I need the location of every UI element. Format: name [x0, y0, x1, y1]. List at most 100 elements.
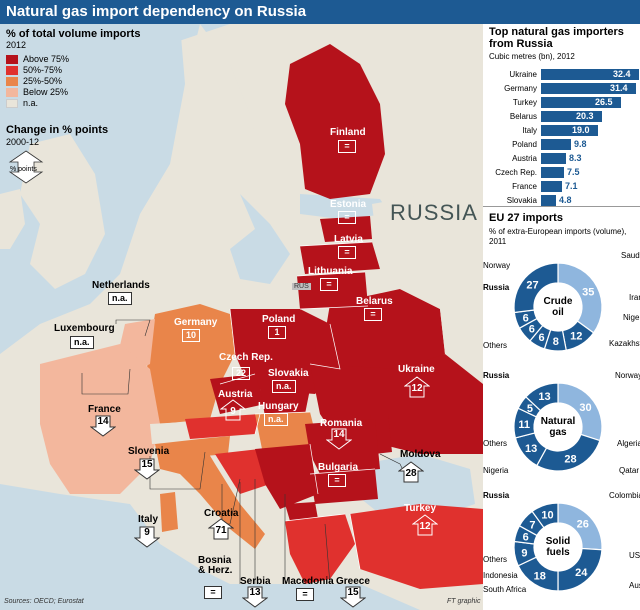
- bar-label: Slovakia: [506, 196, 537, 205]
- rus-tag: RUS: [292, 283, 311, 290]
- austria-shape: [185, 414, 260, 439]
- segment-value: 6: [523, 313, 529, 325]
- label-ukraine: Ukraine: [398, 364, 435, 375]
- gulf-finland: [300, 194, 390, 219]
- donut-label: Kazakhstan: [609, 339, 640, 348]
- bar-label: Turkey: [512, 98, 537, 107]
- switzerland-shape: [150, 422, 185, 444]
- donut-label: Others: [483, 555, 508, 564]
- donut-segment: [513, 262, 559, 314]
- segment-value: 9: [521, 547, 527, 559]
- value-greece: 15: [347, 587, 359, 598]
- donut-svg: 30 28 13 11 5 13: [513, 382, 603, 472]
- bar: [541, 97, 621, 108]
- donut-label: Australia: [629, 581, 640, 590]
- donut-label: Iran: [629, 293, 640, 302]
- bar-value: 31.4: [610, 83, 628, 93]
- label-czech: Czech Rep.: [219, 352, 273, 363]
- top-importers-title: Top natural gas importers from Russia: [489, 26, 624, 50]
- label-luxembourg: Luxembourg: [54, 323, 115, 334]
- donut-segment: [531, 502, 559, 529]
- finland-shape: [285, 44, 385, 199]
- segment-value: 18: [534, 571, 546, 583]
- label-serbia: Serbia: [240, 576, 271, 587]
- bar: [541, 125, 598, 136]
- arrow-france: 14: [89, 415, 117, 437]
- belarus-shape: [325, 289, 445, 374]
- bar-label: Austria: [512, 154, 537, 163]
- croatia-shape: [215, 449, 270, 494]
- donut-label: Qatar: [619, 466, 640, 475]
- donut-label: Colombia: [609, 491, 640, 500]
- bar: [541, 69, 639, 80]
- segment-value: 13: [525, 443, 537, 455]
- value-latvia: =: [338, 246, 356, 259]
- donut-label: US: [629, 551, 640, 560]
- legend-item-below25: Below 25%: [6, 87, 68, 97]
- bar-value: 4.8: [559, 195, 572, 205]
- legend-label: 50%-75%: [23, 65, 63, 75]
- land-scandinavia: [185, 24, 262, 229]
- legend-label: 25%-50%: [23, 76, 63, 86]
- donut-label: Indonesia: [483, 571, 518, 580]
- down-arrow-icon: [241, 586, 269, 608]
- bar-value: 26.5: [595, 97, 613, 107]
- donut-svg: 26 24 18 9 67 10: [513, 502, 603, 592]
- eu27-title: EU 27 imports: [489, 212, 563, 224]
- arrow-croatia: 71: [207, 518, 235, 540]
- donut-center-label: Natural gas: [540, 416, 576, 438]
- change-arrow-label: % points: [10, 166, 37, 173]
- bar-row: Belarus 20.3: [489, 110, 639, 123]
- arrow-slovenia: 15: [133, 458, 161, 480]
- value-serbia: 13: [249, 587, 261, 598]
- bar: [541, 167, 564, 178]
- russia-label: RUSSIA: [390, 200, 478, 225]
- bar: [541, 139, 571, 150]
- donut-label: Norway: [483, 261, 511, 270]
- bar-row: Austria 8.3: [489, 152, 639, 165]
- label-estonia: Estonia: [330, 199, 367, 210]
- up-arrow-icon: [403, 376, 431, 398]
- up-arrow-icon: [397, 461, 425, 483]
- donut-label: Algeria: [617, 439, 640, 448]
- estonia-shape: [320, 216, 372, 242]
- bar-label: Italy: [522, 126, 537, 135]
- bar-row: Italy 19.0: [489, 124, 639, 137]
- legend-swatch: [6, 54, 18, 64]
- bosnia-serbia-shape: [255, 444, 318, 509]
- bar-label: France: [512, 182, 537, 191]
- value-france: 14: [97, 416, 109, 427]
- change-arrow-legend: % points: [6, 150, 46, 184]
- value-moldova: 28: [405, 468, 417, 479]
- value-romania: 14: [333, 429, 345, 440]
- segment-value: 11: [518, 419, 530, 431]
- label-croatia: Croatia: [204, 508, 239, 519]
- europe-map: RUSSIA RUS: [0, 24, 483, 610]
- segment-value: 6: [523, 531, 529, 543]
- arrow-ukraine: 12: [403, 376, 431, 398]
- label-macedonia: Macedonia: [282, 576, 334, 587]
- italy-shape: [155, 439, 265, 549]
- bar: [541, 83, 636, 94]
- bar: [541, 195, 556, 206]
- russia-shape: [372, 184, 483, 414]
- donut-label: Nigeria: [623, 313, 640, 322]
- bar-row: France 7.1: [489, 180, 639, 193]
- donut-center-label: Solid fuels: [545, 536, 571, 558]
- down-arrow-icon: [133, 526, 161, 548]
- value-finland: =: [338, 140, 356, 153]
- arrow-serbia: 13: [241, 586, 269, 608]
- bar: [541, 111, 602, 122]
- donut-2: 26 24 18 9 6 7 10 Solid fuels Russia Colombia US Au…: [483, 489, 640, 607]
- segment-value: 27: [526, 280, 538, 292]
- arrow-greece: 15: [339, 586, 367, 608]
- label-germany: Germany: [174, 317, 218, 328]
- slovenia-shape: [200, 436, 230, 456]
- bar-value: 32.4: [613, 69, 631, 79]
- segment-value: 10: [541, 510, 553, 522]
- macedonia-shape: [285, 502, 318, 521]
- label-moldova: Moldova: [400, 449, 441, 460]
- legend-swatch: [6, 76, 18, 86]
